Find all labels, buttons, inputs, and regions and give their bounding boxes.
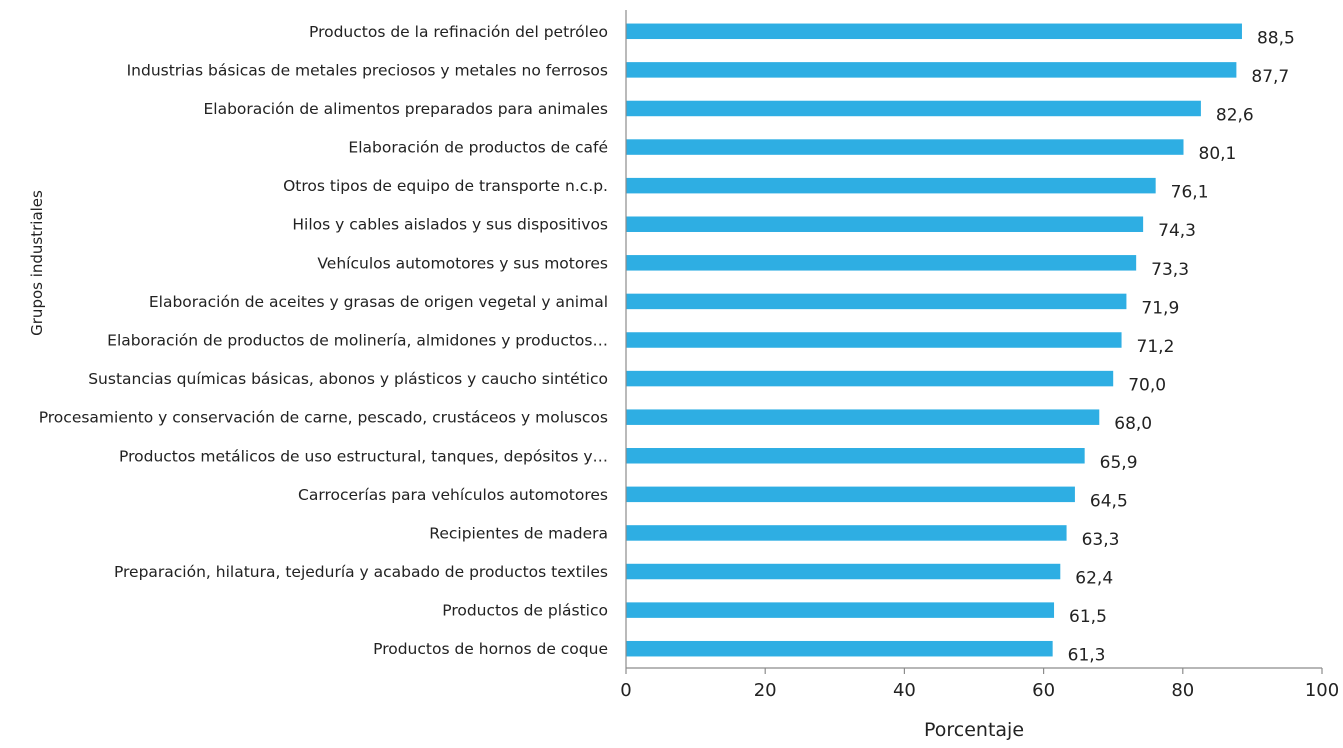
value-label: 65,9 xyxy=(1100,453,1138,473)
x-tick-label: 0 xyxy=(620,680,631,701)
x-axis-title: Porcentaje xyxy=(924,719,1024,741)
bars-layer xyxy=(626,23,1242,657)
value-label: 70,0 xyxy=(1128,376,1166,396)
category-label: Elaboración de productos de café xyxy=(348,139,608,157)
value-label: 61,5 xyxy=(1069,607,1107,627)
category-label: Industrias básicas de metales preciosos … xyxy=(127,61,608,79)
value-label: 73,3 xyxy=(1151,260,1189,280)
value-label: 71,9 xyxy=(1141,298,1179,318)
value-label: 64,5 xyxy=(1090,491,1128,511)
category-label: Elaboración de productos de molinería, a… xyxy=(107,332,608,350)
bar xyxy=(626,525,1067,541)
bar xyxy=(626,177,1156,194)
bar xyxy=(626,139,1184,155)
category-label: Elaboración de aceites y grasas de orige… xyxy=(149,293,608,311)
value-label: 71,2 xyxy=(1137,337,1175,357)
value-label: 87,7 xyxy=(1251,67,1289,87)
category-label: Preparación, hilatura, tejeduría y acaba… xyxy=(114,563,608,581)
bar xyxy=(626,100,1201,117)
x-tick-label: 40 xyxy=(893,680,916,701)
category-label: Productos de plástico xyxy=(442,602,608,620)
category-label: Otros tipos de equipo de transporte n.c.… xyxy=(283,177,608,195)
value-label: 80,1 xyxy=(1199,144,1237,164)
bar xyxy=(626,332,1122,348)
category-label: Elaboración de alimentos preparados para… xyxy=(203,100,608,118)
category-label: Sustancias químicas básicas, abonos y pl… xyxy=(88,370,608,388)
bar xyxy=(626,62,1237,78)
x-tick-label: 20 xyxy=(754,680,777,701)
bar xyxy=(626,409,1100,425)
value-label: 74,3 xyxy=(1158,221,1196,241)
bar xyxy=(626,370,1114,387)
value-label: 76,1 xyxy=(1171,183,1209,203)
category-label: Productos de la refinación del petróleo xyxy=(309,23,608,41)
y-axis-title: Grupos industriales xyxy=(28,190,46,336)
category-label: Procesamiento y conservación de carne, p… xyxy=(39,409,608,427)
bar xyxy=(626,602,1055,618)
x-tick-label: 80 xyxy=(1171,680,1194,701)
x-tick-label: 60 xyxy=(1032,680,1055,701)
value-label: 63,3 xyxy=(1082,530,1120,550)
axes: 0 20 40 60 80 100 xyxy=(620,10,1339,701)
category-labels: Productos de la refinación del petróleo I… xyxy=(39,23,608,658)
category-label: Productos metálicos de uso estructural, … xyxy=(119,447,608,465)
bar xyxy=(626,486,1075,503)
category-label: Carrocerías para vehículos automotores xyxy=(298,486,608,504)
value-label: 61,3 xyxy=(1068,646,1106,666)
bar xyxy=(626,563,1061,580)
category-label: Recipientes de madera xyxy=(429,524,608,542)
bar xyxy=(626,255,1137,271)
value-label: 88,5 xyxy=(1257,28,1295,48)
value-label: 62,4 xyxy=(1075,569,1113,589)
category-label: Vehículos automotores y sus motores xyxy=(317,254,608,272)
value-labels: 88,5 87,7 82,6 80,1 76,1 74,3 73,3 71,9 71,2 70,0… xyxy=(1068,28,1295,665)
bar xyxy=(626,216,1144,232)
value-label: 68,0 xyxy=(1114,414,1152,434)
x-tick-label: 100 xyxy=(1305,680,1339,701)
bar xyxy=(626,23,1242,40)
category-label: Hilos y cables aislados y sus dispositiv… xyxy=(292,216,608,234)
category-label: Productos de hornos de coque xyxy=(373,640,608,658)
bar xyxy=(626,293,1127,310)
bar xyxy=(626,448,1085,464)
bar xyxy=(626,640,1053,657)
value-label: 82,6 xyxy=(1216,105,1254,125)
